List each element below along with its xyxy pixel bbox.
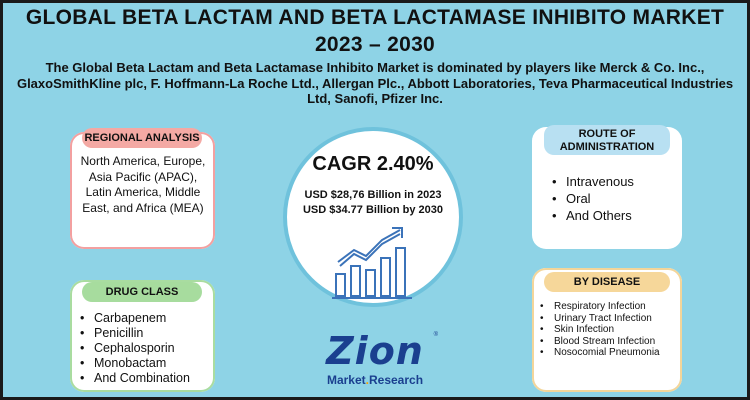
regional-analysis-heading: REGIONAL ANALYSIS	[82, 128, 202, 148]
list-item: Carbapenem	[80, 311, 190, 326]
regional-analysis-card: REGIONAL ANALYSIS North America, Europe,…	[70, 128, 215, 249]
list-item: Respiratory Infection	[540, 301, 660, 313]
title-line: GLOBAL BETA LACTAM AND BETA LACTAMASE IN…	[25, 6, 725, 29]
logo-subtitle-right: Research	[368, 373, 424, 387]
list-item: Penicillin	[80, 326, 190, 341]
list-item: Intravenous	[552, 173, 634, 190]
drug-class-heading: DRUG CLASS	[82, 282, 202, 302]
logo-subtitle-left: Market	[326, 373, 366, 387]
cagr-value: CAGR 2.40%	[312, 153, 434, 175]
list-item: And Others	[552, 207, 634, 224]
logo-wordmark: Zion	[326, 329, 424, 373]
drug-class-list: Carbapenem Penicillin Cephalosporin Mono…	[80, 311, 190, 386]
list-item: Monobactam	[80, 356, 190, 371]
registered-icon: ®	[433, 332, 438, 338]
route-of-administration-heading: ROUTE OF ADMINISTRATION	[544, 125, 670, 155]
bar-chart-growth-icon	[332, 227, 412, 299]
page-title: GLOBAL BETA LACTAM AND BETA LACTAMASE IN…	[0, 4, 750, 58]
drug-class-card: DRUG CLASS Carbapenem Penicillin Cephalo…	[70, 280, 215, 392]
logo-dot: .	[365, 373, 369, 387]
list-item: Oral	[552, 190, 634, 207]
list-item: Urinary Tract Infection	[540, 313, 660, 325]
list-item: And Combination	[80, 371, 190, 386]
market-value-2023: USD $28,76 Billion in 2023	[304, 189, 442, 201]
list-item: Skin Infection	[540, 324, 660, 336]
list-item: Cephalosporin	[80, 341, 190, 356]
list-item: Blood Stream Infection	[540, 336, 660, 348]
market-players-text: The Global Beta Lactam and Beta Lactamas…	[16, 60, 734, 106]
by-disease-heading: BY DISEASE	[544, 272, 670, 292]
title-years: 2023 – 2030	[314, 33, 436, 56]
list-item: Nosocomial Pneumonia	[540, 347, 660, 359]
disease-list: Respiratory Infection Urinary Tract Infe…	[540, 301, 660, 359]
regional-analysis-text: North America, Europe, Asia Pacific (APA…	[80, 154, 206, 215]
by-disease-card: BY DISEASE Respiratory Infection Urinary…	[532, 268, 682, 392]
market-value-2030: USD $34.77 Billion by 2030	[302, 204, 443, 216]
route-of-administration-card: ROUTE OF ADMINISTRATION Intravenous Oral…	[532, 125, 682, 249]
cagr-circle: CAGR 2.40% USD $28,76 Billion in 2023 US…	[283, 127, 463, 307]
zion-market-research-logo: Zion Market.Research ®	[310, 330, 440, 394]
logo-subtitle: Market.Research	[310, 373, 440, 387]
route-list: Intravenous Oral And Others	[552, 173, 634, 224]
